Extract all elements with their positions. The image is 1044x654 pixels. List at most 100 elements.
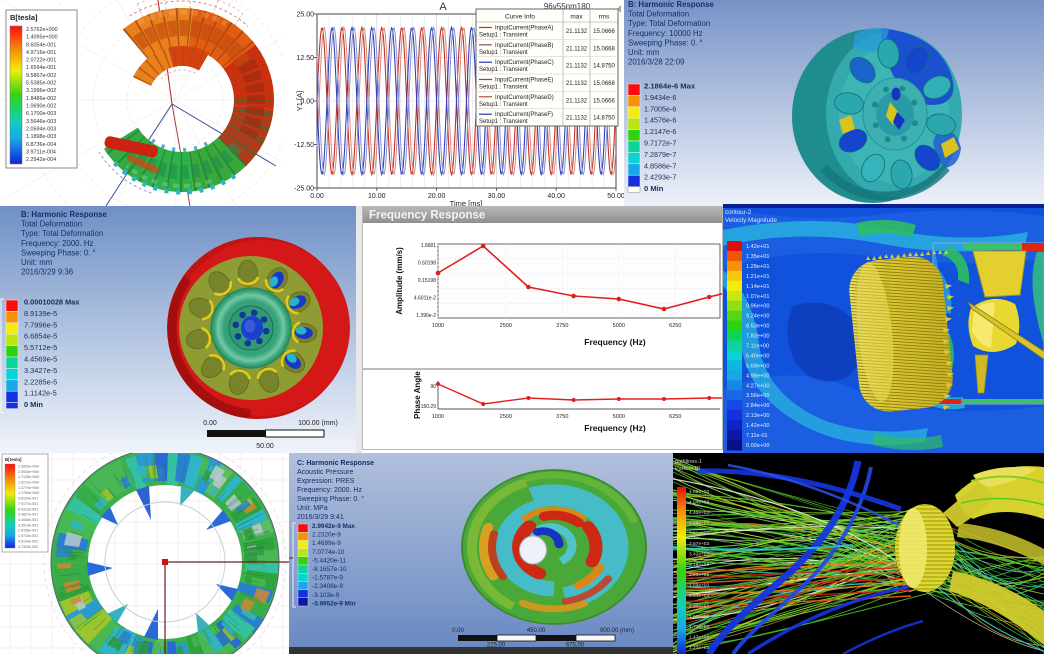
svg-text:6250: 6250 [669, 323, 681, 329]
svg-text:15.0666: 15.0666 [593, 98, 615, 104]
svg-text:3.9711e-004: 3.9711e-004 [26, 149, 56, 155]
svg-text:B: Harmonic Response: B: Harmonic Response [628, 0, 714, 9]
svg-text:2.2285e-5: 2.2285e-5 [24, 377, 57, 386]
svg-text:Particle ID: Particle ID [675, 466, 700, 472]
svg-text:2.4293e-7: 2.4293e-7 [644, 173, 676, 182]
svg-text:Expression: PRES: Expression: PRES [297, 478, 355, 485]
svg-text:InputCurrent(PhaseA): InputCurrent(PhaseA) [495, 26, 553, 32]
svg-text:2.8156e-001: 2.8156e-001 [18, 529, 38, 533]
svg-text:1.2147e-6: 1.2147e-6 [644, 127, 676, 136]
svg-text:3.91e+03: 3.91e+03 [689, 531, 709, 537]
svg-text:Unit: MPa: Unit: MPa [297, 505, 328, 512]
svg-text:5.5712e-5: 5.5712e-5 [24, 343, 57, 352]
svg-text:21.1132: 21.1132 [566, 64, 588, 70]
svg-text:3.67e+03: 3.67e+03 [689, 541, 709, 547]
svg-text:2.2853e+000: 2.2853e+000 [18, 465, 39, 469]
svg-text:InputCurrent(PhaseC): InputCurrent(PhaseC) [495, 60, 554, 66]
svg-text:5000: 5000 [613, 414, 625, 420]
svg-text:B[tesla]: B[tesla] [5, 457, 22, 462]
svg-text:4.27e+00: 4.27e+00 [746, 383, 770, 389]
svg-text:1.0690e-002: 1.0690e-002 [26, 104, 56, 110]
svg-text:7.0774e-10: 7.0774e-10 [312, 549, 345, 556]
svg-text:1.22e+03: 1.22e+03 [689, 645, 709, 651]
svg-text:14.8750: 14.8750 [593, 116, 615, 122]
svg-text:Curve Info: Curve Info [505, 14, 535, 21]
svg-text:9.5867e-002: 9.5867e-002 [26, 73, 56, 79]
svg-text:10.00: 10.00 [368, 193, 386, 200]
svg-text:5.5385e-002: 5.5385e-002 [26, 81, 56, 87]
svg-text:1000: 1000 [432, 323, 444, 329]
svg-text:3.1996e-002: 3.1996e-002 [26, 88, 56, 94]
svg-text:21.1132: 21.1132 [566, 81, 588, 87]
svg-text:InputCurrent(PhaseF): InputCurrent(PhaseF) [495, 112, 553, 118]
svg-text:1.35e+01: 1.35e+01 [746, 254, 770, 260]
svg-text:-12.50: -12.50 [294, 142, 314, 149]
svg-text:2016/3/29 9:41: 2016/3/29 9:41 [297, 514, 344, 521]
svg-text:3750: 3750 [556, 414, 568, 420]
svg-text:21.1132: 21.1132 [566, 46, 588, 52]
svg-text:1.1142e-5: 1.1142e-5 [24, 389, 57, 398]
svg-text:2500: 2500 [500, 323, 512, 329]
svg-text:contour-2: contour-2 [725, 209, 752, 216]
svg-text:A: A [439, 1, 447, 13]
svg-text:1.5712e+000: 1.5712e+000 [18, 481, 39, 485]
svg-text:5000: 5000 [613, 323, 625, 329]
svg-text:30.00: 30.00 [488, 193, 506, 200]
svg-text:2.20e+03: 2.20e+03 [689, 603, 709, 609]
svg-text:Setup1 : Transient: Setup1 : Transient [479, 119, 528, 125]
svg-text:0.00: 0.00 [310, 193, 324, 200]
svg-text:2.13e+00: 2.13e+00 [746, 413, 770, 419]
svg-text:21.1132: 21.1132 [566, 116, 588, 122]
svg-text:8.6054e-001: 8.6054e-001 [26, 42, 56, 48]
svg-text:0.00: 0.00 [203, 420, 217, 427]
svg-text:2.44e+03: 2.44e+03 [689, 593, 709, 599]
svg-text:20.00: 20.00 [428, 193, 446, 200]
svg-text:Y1 [A]: Y1 [A] [295, 91, 304, 111]
svg-text:8.9139e-5: 8.9139e-5 [24, 309, 57, 318]
svg-text:2.5762e+000: 2.5762e+000 [26, 27, 58, 33]
svg-text:3.56e+00: 3.56e+00 [746, 393, 770, 399]
svg-text:4.4046e-001: 4.4046e-001 [18, 518, 38, 522]
svg-text:4.4569e-5: 4.4569e-5 [24, 355, 57, 364]
svg-text:3.3427e-5: 3.3427e-5 [24, 366, 57, 375]
svg-text:Frequency: 2000. Hz: Frequency: 2000. Hz [21, 239, 93, 248]
svg-text:675.00: 675.00 [566, 643, 585, 649]
svg-text:6250: 6250 [669, 414, 681, 420]
svg-text:1.1783e+000: 1.1783e+000 [18, 491, 39, 495]
svg-text:1.390e-2: 1.390e-2 [416, 313, 436, 319]
svg-text:3.18e+03: 3.18e+03 [689, 562, 709, 568]
svg-text:Type: Total Deformation: Type: Total Deformation [21, 229, 103, 238]
svg-text:1.07e+01: 1.07e+01 [746, 294, 770, 300]
svg-text:Sweeping Phase: 0. °: Sweeping Phase: 0. ° [21, 248, 96, 257]
svg-text:Time [ms]: Time [ms] [450, 199, 483, 207]
svg-text:4.8586e-7: 4.8586e-7 [644, 161, 676, 170]
svg-text:4.7320e-002: 4.7320e-002 [18, 545, 38, 549]
svg-text:2500: 2500 [500, 414, 512, 420]
svg-text:40.00: 40.00 [547, 193, 565, 200]
svg-text:25.00: 25.00 [296, 12, 314, 19]
svg-text:15.0668: 15.0668 [593, 81, 615, 87]
svg-text:3.5646e-003: 3.5646e-003 [26, 119, 56, 125]
svg-text:-25.00: -25.00 [294, 186, 314, 193]
svg-text:1.7128e+000: 1.7128e+000 [18, 475, 39, 479]
svg-text:1.7005e-6: 1.7005e-6 [644, 104, 676, 113]
svg-text:7.9171e-001: 7.9171e-001 [18, 502, 38, 506]
svg-text:7.11e+00: 7.11e+00 [746, 344, 769, 350]
svg-text:4.98e+00: 4.98e+00 [746, 373, 770, 379]
svg-text:2016/3/29 9:36: 2016/3/29 9:36 [21, 268, 73, 277]
svg-text:15.0668: 15.0668 [593, 46, 615, 52]
svg-text:6.40e+00: 6.40e+00 [746, 353, 770, 359]
svg-text:0 Min: 0 Min [24, 400, 43, 409]
svg-text:-2.3408e-9: -2.3408e-9 [312, 583, 343, 590]
svg-text:Setup1 : Transient: Setup1 : Transient [479, 85, 528, 91]
svg-text:1.9710e-001: 1.9710e-001 [18, 534, 38, 538]
svg-text:1.8486e-002: 1.8486e-002 [26, 96, 56, 102]
svg-text:4.9716e-001: 4.9716e-001 [26, 50, 56, 56]
svg-text:Setup1 : Transient: Setup1 : Transient [479, 102, 528, 108]
svg-text:0.00: 0.00 [452, 628, 464, 634]
svg-text:2.93e+03: 2.93e+03 [689, 572, 709, 578]
svg-text:96v55nm180: 96v55nm180 [544, 2, 591, 11]
svg-text:InputCurrent(PhaseE): InputCurrent(PhaseE) [495, 78, 553, 84]
svg-text:-5.4420e-11: -5.4420e-11 [312, 557, 346, 564]
svg-text:4.6011e-2: 4.6011e-2 [414, 296, 436, 302]
